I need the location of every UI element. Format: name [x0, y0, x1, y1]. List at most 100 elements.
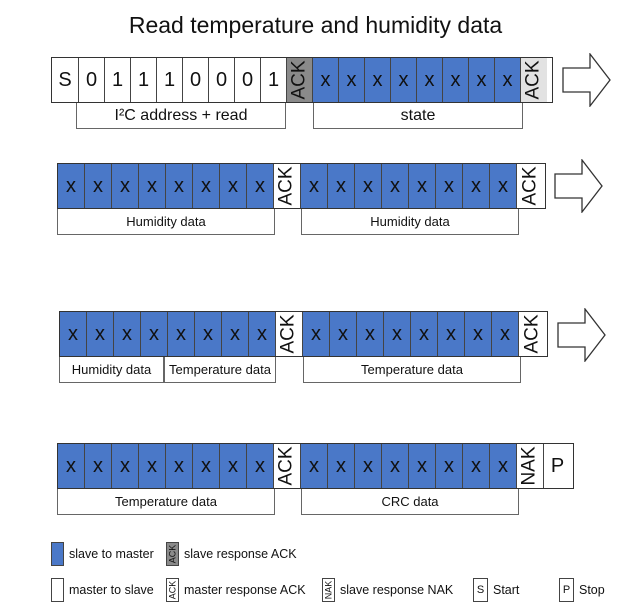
data-bit-cell: x: [249, 312, 276, 356]
master-ack-cell: ACK: [274, 444, 301, 488]
data-bit-cell: x: [339, 58, 365, 102]
data-bit-cell: x: [438, 312, 465, 356]
data-bit-cell: x: [58, 164, 85, 208]
sequence-row-1: S 0 1 1 1 0 0 0 1 ACK x x x x x x x x AC…: [51, 57, 553, 103]
start-swatch: S: [473, 578, 488, 602]
data-bit-cell: x: [313, 58, 339, 102]
data-bit-cell: x: [87, 312, 114, 356]
slave-ack-cell: ACK: [287, 58, 313, 102]
continue-arrow-icon: [562, 53, 611, 107]
data-bit-cell: x: [328, 164, 355, 208]
data-bit-cell: x: [469, 58, 495, 102]
data-bit-cell: x: [465, 312, 492, 356]
data-bit-cell: x: [220, 164, 247, 208]
slave-ack-swatch: ACK: [166, 542, 179, 566]
nak-cell: NAK: [517, 444, 544, 488]
data-bit-cell: x: [391, 58, 417, 102]
diagram-title: Read temperature and humidity data: [128, 12, 503, 38]
state-bracket: state: [313, 103, 523, 129]
data-bit-cell: x: [168, 312, 195, 356]
data-bit-cell: x: [301, 164, 328, 208]
data-bit-cell: x: [365, 58, 391, 102]
stop-bit-cell: P: [544, 444, 571, 488]
address-bit-cell: 1: [131, 58, 157, 102]
start-bit-cell: S: [52, 58, 79, 102]
data-bit-cell: x: [490, 444, 517, 488]
data-bit-cell: x: [220, 444, 247, 488]
data-bit-cell: x: [357, 312, 384, 356]
humidity-data-bracket: Humidity data: [57, 209, 275, 235]
address-bit-cell: 1: [157, 58, 183, 102]
data-bit-cell: x: [193, 164, 220, 208]
legend-label: slave response ACK: [184, 547, 297, 561]
address-bit-cell: 0: [235, 58, 261, 102]
data-bit-cell: x: [463, 444, 490, 488]
data-bit-cell: x: [382, 164, 409, 208]
slave-to-master-swatch: [51, 542, 64, 566]
data-bit-cell: x: [409, 164, 436, 208]
data-bit-cell: x: [112, 164, 139, 208]
data-bit-cell: x: [222, 312, 249, 356]
data-bit-cell: x: [247, 164, 274, 208]
data-bit-cell: x: [330, 312, 357, 356]
data-bit-cell: x: [492, 312, 519, 356]
humidity-data-bracket: Humidity data: [301, 209, 519, 235]
master-ack-cell: ACK: [519, 312, 546, 356]
ack-label: ACK: [288, 60, 310, 100]
address-bit-cell: 0: [209, 58, 235, 102]
crc-data-bracket: CRC data: [301, 489, 519, 515]
legend-label: slave response NAK: [340, 583, 454, 597]
ack-label: ACK: [521, 314, 543, 354]
ack-label: ACK: [278, 314, 300, 354]
temperature-data-bracket: Temperature data: [164, 357, 276, 383]
legend-master-response-ack: ACK master response ACK: [166, 578, 306, 602]
ack-label: ACK: [276, 166, 298, 206]
master-ack-cell: ACK: [276, 312, 303, 356]
data-bit-cell: x: [114, 312, 141, 356]
ack-label: ACK: [519, 166, 541, 206]
data-bit-cell: x: [58, 444, 85, 488]
data-bit-cell: x: [355, 164, 382, 208]
legend-slave-to-master: slave to master: [51, 542, 154, 566]
data-bit-cell: x: [443, 58, 469, 102]
legend-label: master response ACK: [184, 583, 306, 597]
sequence-row-4: x x x x x x x x ACK x x x x x x x x NAK …: [57, 443, 574, 489]
address-bit-cell: 0: [79, 58, 105, 102]
nak-label: NAK: [519, 446, 541, 486]
legend-slave-response-nak: NAK slave response NAK: [322, 578, 453, 602]
ack-label: ACK: [276, 446, 298, 486]
stop-swatch: P: [559, 578, 574, 602]
data-bit-cell: x: [411, 312, 438, 356]
temperature-data-bracket: Temperature data: [57, 489, 275, 515]
data-bit-cell: x: [195, 312, 222, 356]
ack-label: ACK: [523, 60, 545, 100]
legend-label: Stop: [579, 583, 605, 597]
sequence-row-2: x x x x x x x x ACK x x x x x x x x ACK: [57, 163, 546, 209]
data-bit-cell: x: [417, 58, 443, 102]
data-bit-cell: x: [495, 58, 521, 102]
data-bit-cell: x: [382, 444, 409, 488]
legend-start: S Start: [473, 578, 519, 602]
read-bit-cell: 1: [261, 58, 287, 102]
legend-label: master to slave: [69, 583, 154, 597]
master-to-slave-swatch: [51, 578, 64, 602]
data-bit-cell: x: [166, 444, 193, 488]
legend-label: slave to master: [69, 547, 154, 561]
master-ack-swatch: ACK: [166, 578, 179, 602]
master-ack-cell: ACK: [274, 164, 301, 208]
data-bit-cell: x: [303, 312, 330, 356]
data-bit-cell: x: [490, 164, 517, 208]
data-bit-cell: x: [166, 164, 193, 208]
continue-arrow-icon: [557, 308, 606, 362]
address-bit-cell: 0: [183, 58, 209, 102]
sequence-row-3: x x x x x x x x ACK x x x x x x x x ACK: [59, 311, 548, 357]
data-bit-cell: x: [436, 164, 463, 208]
address-bit-cell: 1: [105, 58, 131, 102]
data-bit-cell: x: [60, 312, 87, 356]
data-bit-cell: x: [409, 444, 436, 488]
data-bit-cell: x: [436, 444, 463, 488]
data-bit-cell: x: [85, 164, 112, 208]
data-bit-cell: x: [112, 444, 139, 488]
data-bit-cell: x: [355, 444, 382, 488]
data-bit-cell: x: [384, 312, 411, 356]
